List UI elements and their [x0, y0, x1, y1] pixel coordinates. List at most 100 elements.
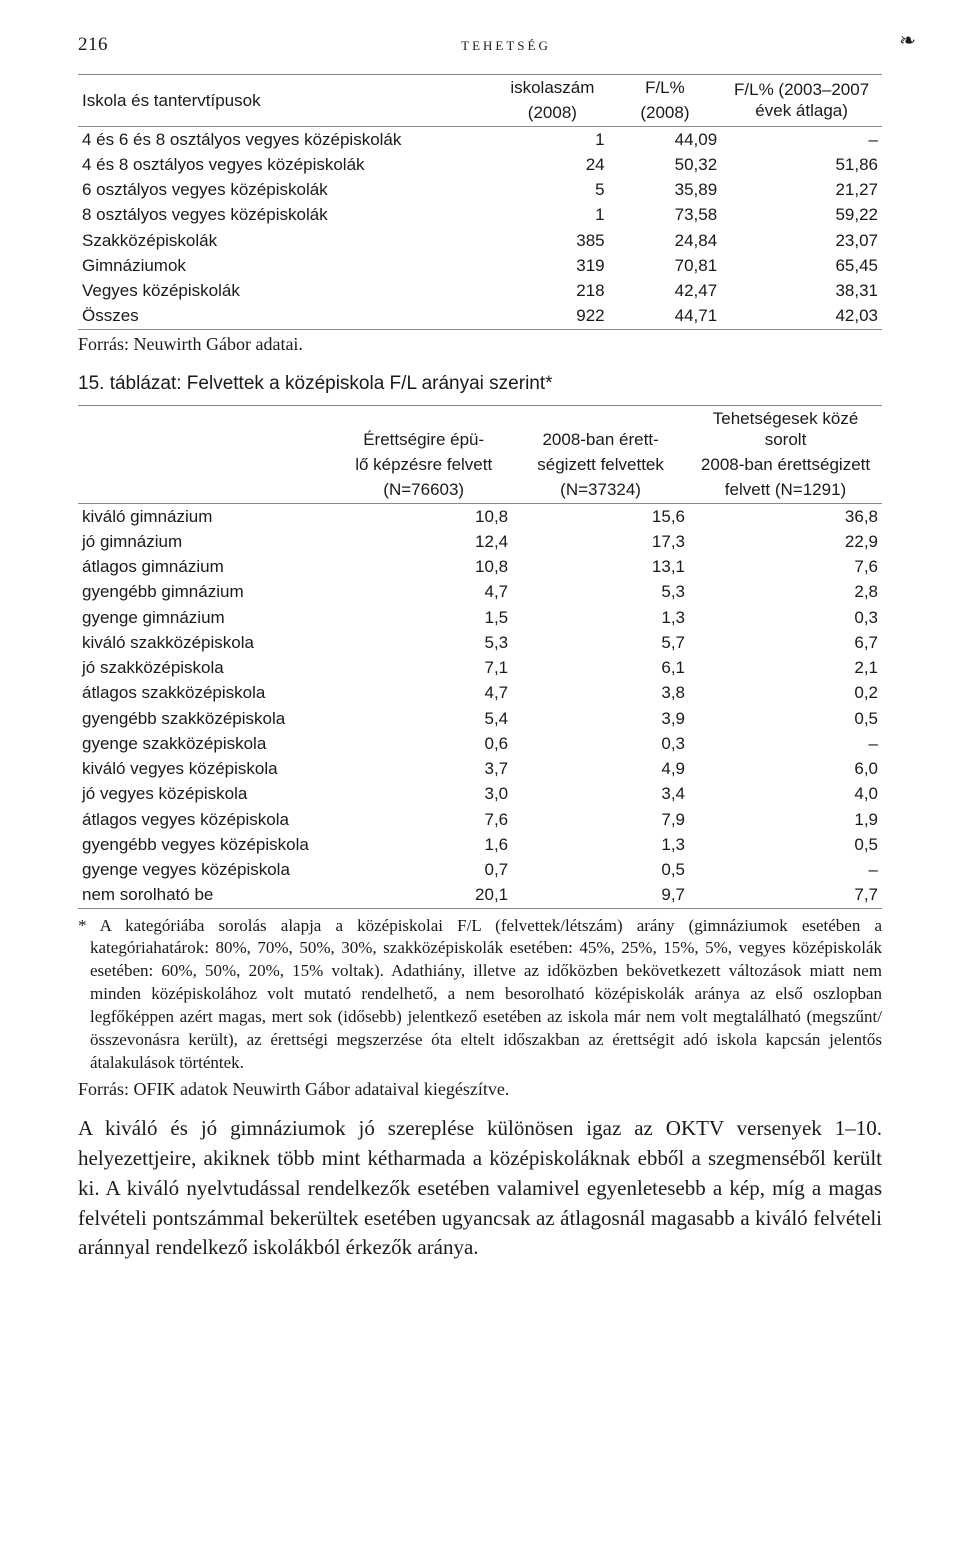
t1-b: 73,58 [609, 202, 722, 227]
table-row: átlagos gimnázium10,813,17,6 [78, 554, 882, 579]
t1-h-col3a: F/L% [609, 75, 722, 101]
t1-label: 8 osztályos vegyes középiskolák [78, 202, 496, 227]
table-row: Szakközépiskolák 385 24,84 23,07 [78, 228, 882, 253]
t2-h4-l1: Tehetségesek közé sorolt [689, 405, 882, 452]
t2-a: 5,4 [335, 706, 512, 731]
t2-label: nem sorolható be [78, 882, 335, 908]
t2-h-blank [78, 477, 335, 503]
t2-a: 4,7 [335, 680, 512, 705]
t1-label: 4 és 8 osztályos vegyes középiskolák [78, 152, 496, 177]
t2-a: 1,5 [335, 605, 512, 630]
table-row: gyenge vegyes középiskola0,70,5– [78, 857, 882, 882]
t1-h-col2b: (2008) [496, 100, 609, 126]
t2-b: 7,9 [512, 807, 689, 832]
t2-b: 5,3 [512, 579, 689, 604]
t1-a: 1 [496, 202, 609, 227]
t2-a: 0,6 [335, 731, 512, 756]
table-row: gyengébb vegyes középiskola1,61,30,5 [78, 832, 882, 857]
t2-c: 1,9 [689, 807, 882, 832]
table1-source: Forrás: Neuwirth Gábor adatai. [78, 334, 882, 355]
table-row: jó szakközépiskola7,16,12,1 [78, 655, 882, 680]
t2-c: – [689, 731, 882, 756]
t2-h4-l2: 2008-ban érettségizett [689, 452, 882, 477]
t1-b: 35,89 [609, 177, 722, 202]
t2-b: 15,6 [512, 503, 689, 529]
t1-c: 21,27 [721, 177, 882, 202]
table-row: 4 és 6 és 8 osztályos vegyes középiskolá… [78, 126, 882, 152]
t2-label: átlagos vegyes középiskola [78, 807, 335, 832]
t2-b: 1,3 [512, 605, 689, 630]
t2-c: 0,5 [689, 706, 882, 731]
t1-c: 59,22 [721, 202, 882, 227]
t2-a: 3,7 [335, 756, 512, 781]
t1-a: 922 [496, 303, 609, 329]
t1-a: 1 [496, 126, 609, 152]
table-row: gyenge gimnázium1,51,30,3 [78, 605, 882, 630]
table-row: jó gimnázium12,417,322,9 [78, 529, 882, 554]
t1-a: 24 [496, 152, 609, 177]
t1-b: 24,84 [609, 228, 722, 253]
t2-c: 4,0 [689, 781, 882, 806]
t1-h-col2a: iskolaszám [496, 75, 609, 101]
t1-h-col3b: (2008) [609, 100, 722, 126]
table-row: átlagos vegyes középiskola7,67,91,9 [78, 807, 882, 832]
t2-b: 1,3 [512, 832, 689, 857]
t2-h4-l3: felvett (N=1291) [689, 477, 882, 503]
table-row: jó vegyes középiskola3,03,44,0 [78, 781, 882, 806]
table-school-types: Iskola és tantervtípusok iskolaszám F/L%… [78, 74, 882, 330]
t2-b: 13,1 [512, 554, 689, 579]
t2-h3-l2: ségizett felvettek [512, 452, 689, 477]
t1-c: 65,45 [721, 253, 882, 278]
t2-a: 20,1 [335, 882, 512, 908]
t1-c: – [721, 126, 882, 152]
t2-c: 7,7 [689, 882, 882, 908]
table-row: kiváló szakközépiskola5,35,76,7 [78, 630, 882, 655]
t2-label: kiváló vegyes középiskola [78, 756, 335, 781]
t2-a: 12,4 [335, 529, 512, 554]
t1-b: 50,32 [609, 152, 722, 177]
t1-a: 319 [496, 253, 609, 278]
page-number: 216 [78, 34, 130, 56]
t2-c: 0,5 [689, 832, 882, 857]
table-row: Gimnáziumok 319 70,81 65,45 [78, 253, 882, 278]
table-row: kiváló gimnázium10,815,636,8 [78, 503, 882, 529]
t2-label: gyenge gimnázium [78, 605, 335, 630]
running-head: 216 tehetség ❧ [78, 34, 882, 56]
t2-b: 6,1 [512, 655, 689, 680]
t2-h-blank [78, 405, 335, 452]
table-row: gyenge szakközépiskola0,60,3– [78, 731, 882, 756]
t2-b: 5,7 [512, 630, 689, 655]
t2-label: gyengébb vegyes középiskola [78, 832, 335, 857]
t2-a: 5,3 [335, 630, 512, 655]
t1-b: 70,81 [609, 253, 722, 278]
table-row: kiváló vegyes középiskola3,74,96,0 [78, 756, 882, 781]
section-title: tehetség [130, 34, 882, 56]
t1-label: Vegyes középiskolák [78, 278, 496, 303]
t1-a: 218 [496, 278, 609, 303]
ornament-icon: ❧ [899, 28, 916, 53]
t2-label: átlagos gimnázium [78, 554, 335, 579]
t2-c: 6,7 [689, 630, 882, 655]
t2-b: 9,7 [512, 882, 689, 908]
t1-b: 44,71 [609, 303, 722, 329]
t1-c: 38,31 [721, 278, 882, 303]
t2-label: jó gimnázium [78, 529, 335, 554]
table-row: gyengébb szakközépiskola5,43,90,5 [78, 706, 882, 731]
t2-a: 3,0 [335, 781, 512, 806]
table-row: 4 és 8 osztályos vegyes középiskolák 24 … [78, 152, 882, 177]
t1-h-col4: F/L% (2003–2007 évek átlaga) [721, 75, 882, 127]
t2-b: 0,3 [512, 731, 689, 756]
t1-c: 23,07 [721, 228, 882, 253]
t2-label: gyenge szakközépiskola [78, 731, 335, 756]
t1-c: 51,86 [721, 152, 882, 177]
table2-footnote: * A kategóriába sorolás alapja a középis… [78, 915, 882, 1076]
t2-c: 6,0 [689, 756, 882, 781]
t2-label: átlagos szakközépiskola [78, 680, 335, 705]
t1-b: 44,09 [609, 126, 722, 152]
t2-label: jó vegyes középiskola [78, 781, 335, 806]
t2-label: gyenge vegyes középiskola [78, 857, 335, 882]
t2-c: 2,1 [689, 655, 882, 680]
t2-label: jó szakközépiskola [78, 655, 335, 680]
t2-b: 17,3 [512, 529, 689, 554]
t2-c: 2,8 [689, 579, 882, 604]
